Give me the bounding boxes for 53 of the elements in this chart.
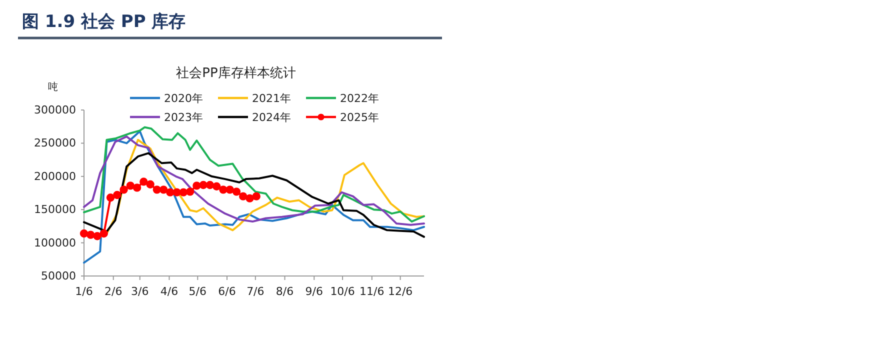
legend-label: 2020年 — [164, 92, 203, 105]
point — [206, 180, 214, 190]
x-tick-label: 8/6 — [276, 285, 294, 298]
point — [166, 188, 174, 196]
point — [192, 182, 201, 190]
point — [100, 229, 108, 238]
x-tick-label: 10/6 — [330, 285, 355, 298]
chart-subtitle: 社会PP库存样本统计 — [176, 66, 296, 81]
point — [212, 182, 221, 190]
point — [199, 180, 208, 190]
line-series — [83, 130, 425, 264]
y-tick-label: 150000 — [34, 203, 76, 216]
legend-label: 2022年 — [340, 92, 379, 105]
y-tick-label: 250000 — [34, 136, 76, 150]
legend-label: 2025年 — [340, 111, 379, 124]
y-axis-title: 吨 — [48, 81, 58, 93]
point — [113, 190, 122, 200]
point — [132, 184, 142, 192]
x-tick-label: 5/6 — [188, 285, 206, 298]
point — [140, 178, 148, 186]
point — [246, 194, 254, 202]
point — [106, 194, 115, 202]
point — [93, 232, 102, 240]
point — [80, 229, 88, 238]
x-tick-label: 11/6 — [360, 285, 384, 298]
chart-title: 图 1.9 社会 PP 库存 — [22, 12, 186, 32]
point — [146, 180, 154, 188]
x-tick-label: 3/6 — [131, 285, 149, 298]
legend-label: 2021年 — [252, 92, 291, 105]
point — [232, 188, 241, 196]
point — [252, 192, 260, 200]
point — [239, 192, 248, 200]
legend-label: 2023年 — [164, 111, 203, 124]
point — [172, 188, 181, 196]
point — [219, 186, 228, 194]
x-tick-label: 1/6 — [75, 285, 93, 298]
x-tick-label: 9/6 — [305, 285, 323, 298]
legend-label: 2024年 — [252, 111, 291, 124]
y-tick-label: 300000 — [34, 104, 76, 116]
x-tick-label: 6/6 — [218, 285, 236, 298]
point — [86, 230, 95, 239]
y-tick-label: 200000 — [34, 170, 76, 183]
point — [126, 182, 135, 190]
point — [186, 188, 194, 196]
point — [159, 186, 168, 194]
x-tick-label: 4/6 — [160, 285, 178, 298]
point — [120, 186, 128, 194]
y-tick-label: 100000 — [34, 236, 76, 250]
point — [226, 186, 234, 194]
x-tick-label: 12/6 — [388, 285, 413, 298]
x-tick-label: 7/6 — [246, 285, 264, 298]
x-tick-label: 2/6 — [104, 285, 122, 298]
y-tick-label: 50000 — [41, 270, 76, 282]
